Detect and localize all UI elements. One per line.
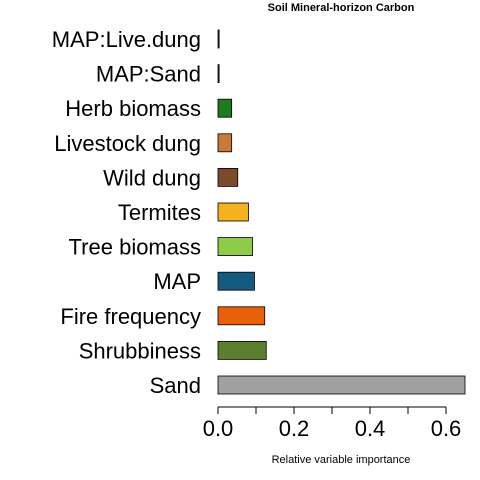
category-label: MAP:Live.dung — [52, 27, 201, 52]
category-label: Wild dung — [103, 165, 201, 190]
category-label: Fire frequency — [60, 304, 201, 329]
bar-sand — [217, 375, 466, 395]
x-tick-label: 0.2 — [279, 416, 310, 441]
category-label: Herb biomass — [65, 96, 201, 121]
bar-fire-frequency — [217, 306, 266, 326]
bar-map — [217, 271, 255, 291]
category-label: Livestock dung — [54, 131, 201, 156]
category-labels: MAP:Live.dung MAP:Sand Herb biomass Livesto… — [52, 27, 201, 398]
bar-wild-dung — [217, 167, 239, 187]
x-tick-label: 0.6 — [431, 416, 462, 441]
category-label: MAP — [153, 269, 201, 294]
bar-tree-biomass — [217, 237, 253, 257]
x-tick-label: 0.0 — [203, 416, 234, 441]
category-label: Termites — [118, 200, 201, 225]
bar-herb-biomass — [217, 98, 233, 118]
bar-map-live-dung — [217, 29, 220, 49]
bar-map-sand — [217, 64, 220, 83]
x-tick-label: 0.4 — [355, 416, 386, 441]
category-label: Tree biomass — [69, 235, 201, 260]
bar-shrubbiness — [217, 340, 267, 360]
chart-title: Soil Mineral-horizon Carbon — [268, 2, 415, 14]
x-axis: 0.0 0.2 0.4 0.6 — [203, 406, 462, 441]
bar-livestock-dung — [217, 133, 233, 153]
bar-termites — [217, 202, 249, 222]
x-axis-title: Relative variable importance — [272, 454, 411, 466]
category-label: Shrubbiness — [79, 338, 201, 363]
category-label: Sand — [150, 373, 201, 398]
bars-group — [217, 29, 466, 395]
category-label: MAP:Sand — [96, 62, 201, 87]
